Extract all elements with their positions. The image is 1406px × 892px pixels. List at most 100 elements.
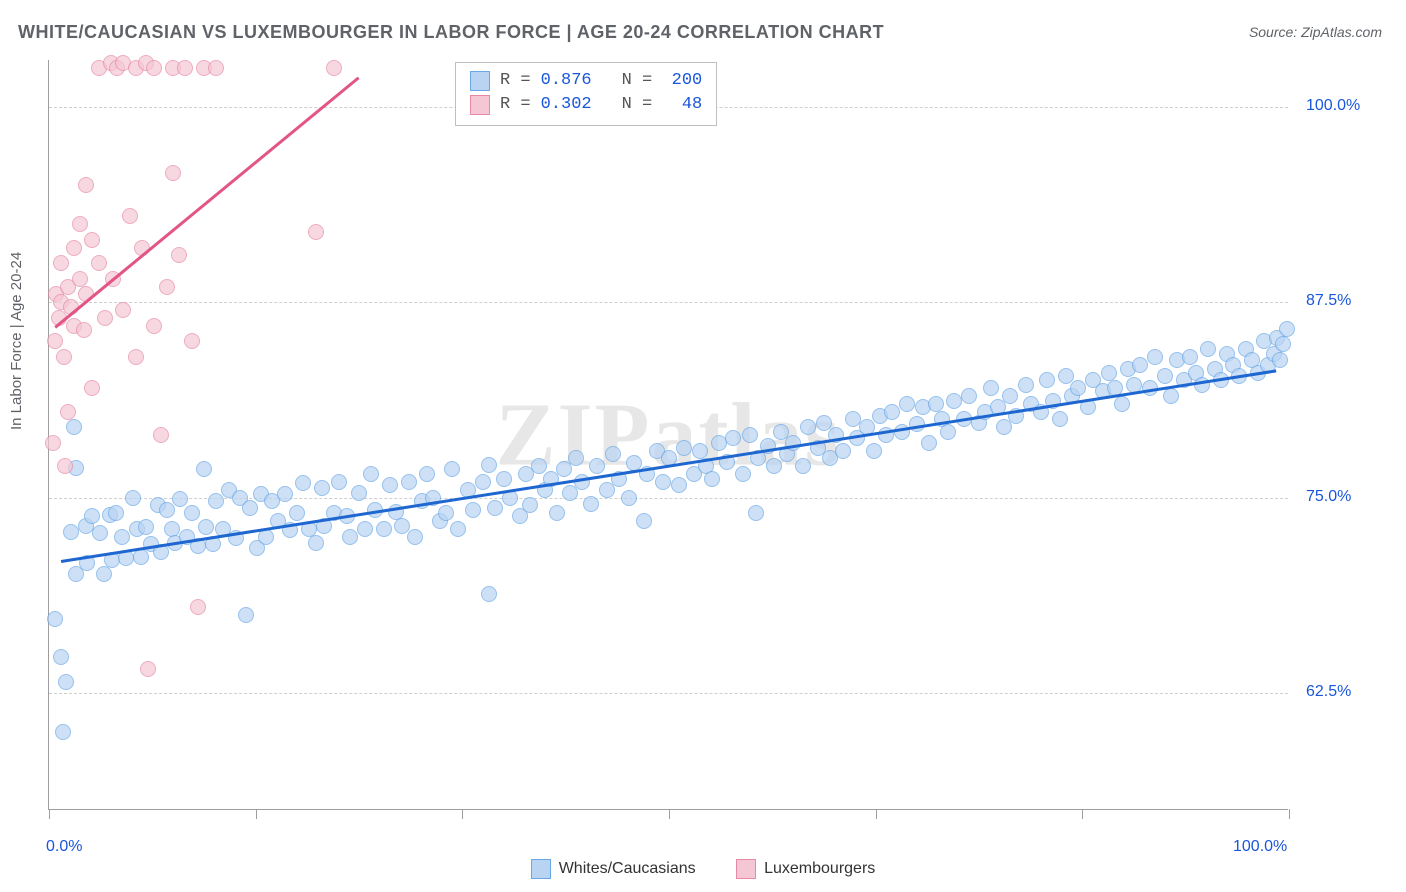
n-label: N = xyxy=(622,69,653,93)
data-point xyxy=(108,505,124,521)
legend-swatch-icon xyxy=(736,859,756,879)
data-point xyxy=(159,502,175,518)
data-point xyxy=(692,443,708,459)
y-tick-label: 75.0% xyxy=(1306,488,1351,506)
data-point xyxy=(704,471,720,487)
data-point xyxy=(1279,321,1295,337)
data-point xyxy=(91,255,107,271)
data-point xyxy=(208,60,224,76)
trendline xyxy=(54,76,359,328)
data-point xyxy=(172,491,188,507)
data-point xyxy=(845,411,861,427)
data-point xyxy=(1163,388,1179,404)
data-point xyxy=(308,535,324,551)
data-point xyxy=(357,521,373,537)
data-point xyxy=(1101,365,1117,381)
data-point xyxy=(153,427,169,443)
x-tick xyxy=(49,809,50,819)
data-point xyxy=(522,497,538,513)
legend-label: Whites/Caucasians xyxy=(559,860,696,878)
data-point xyxy=(171,247,187,263)
data-point xyxy=(196,461,212,477)
data-point xyxy=(816,415,832,431)
data-point xyxy=(295,475,311,491)
data-point xyxy=(1070,380,1086,396)
data-point xyxy=(177,60,193,76)
data-point xyxy=(946,393,962,409)
x-tick xyxy=(1082,809,1083,819)
data-point xyxy=(450,521,466,537)
legend-correlation: R =0.876N =200R =0.302N = 48 xyxy=(455,62,717,126)
data-point xyxy=(549,505,565,521)
data-point xyxy=(56,349,72,365)
data-point xyxy=(711,435,727,451)
data-point xyxy=(92,525,108,541)
data-point xyxy=(376,521,392,537)
data-point xyxy=(47,611,63,627)
data-point xyxy=(140,661,156,677)
legend-swatch-icon xyxy=(531,859,551,879)
data-point xyxy=(1039,372,1055,388)
data-point xyxy=(159,279,175,295)
data-point xyxy=(605,446,621,462)
data-point xyxy=(242,500,258,516)
data-point xyxy=(138,519,154,535)
data-point xyxy=(961,388,977,404)
data-point xyxy=(1058,368,1074,384)
legend-row: R =0.302N = 48 xyxy=(470,93,702,117)
data-point xyxy=(331,474,347,490)
data-point xyxy=(128,349,144,365)
data-point xyxy=(114,529,130,545)
data-point xyxy=(407,529,423,545)
data-point xyxy=(363,466,379,482)
data-point xyxy=(47,333,63,349)
data-point xyxy=(326,60,342,76)
data-point xyxy=(748,505,764,521)
data-point xyxy=(342,529,358,545)
data-point xyxy=(1147,349,1163,365)
x-tick xyxy=(462,809,463,819)
data-point xyxy=(795,458,811,474)
y-tick-label: 87.5% xyxy=(1306,292,1351,310)
data-point xyxy=(487,500,503,516)
n-label: N = xyxy=(622,93,653,117)
data-point xyxy=(72,271,88,287)
data-point xyxy=(184,333,200,349)
legend-label: Luxembourgers xyxy=(764,860,875,878)
data-point xyxy=(351,485,367,501)
data-point xyxy=(928,396,944,412)
data-point xyxy=(735,466,751,482)
data-point xyxy=(481,457,497,473)
data-point xyxy=(1200,341,1216,357)
data-point xyxy=(742,427,758,443)
data-point xyxy=(382,477,398,493)
data-point xyxy=(84,380,100,396)
gridline xyxy=(49,693,1288,694)
data-point xyxy=(78,177,94,193)
data-point xyxy=(122,208,138,224)
x-tick-label: 100.0% xyxy=(1233,838,1287,856)
legend-swatch-icon xyxy=(470,95,490,115)
data-point xyxy=(45,435,61,451)
legend-item-luxembourgers: Luxembourgers xyxy=(736,859,875,879)
data-point xyxy=(1002,388,1018,404)
data-point xyxy=(899,396,915,412)
data-point xyxy=(1052,411,1068,427)
gridline xyxy=(49,302,1288,303)
data-point xyxy=(419,466,435,482)
data-point xyxy=(55,724,71,740)
legend-row: R =0.876N =200 xyxy=(470,69,702,93)
data-point xyxy=(289,505,305,521)
data-point xyxy=(66,419,82,435)
data-point xyxy=(146,60,162,76)
data-point xyxy=(277,486,293,502)
data-point xyxy=(63,524,79,540)
data-point xyxy=(671,477,687,493)
data-point xyxy=(184,505,200,521)
data-point xyxy=(531,458,547,474)
plot-area: ZIPatlas xyxy=(48,60,1288,810)
r-value: 0.302 xyxy=(541,93,592,117)
data-point xyxy=(1275,336,1291,352)
x-tick-label: 0.0% xyxy=(46,838,82,856)
data-point xyxy=(53,255,69,271)
